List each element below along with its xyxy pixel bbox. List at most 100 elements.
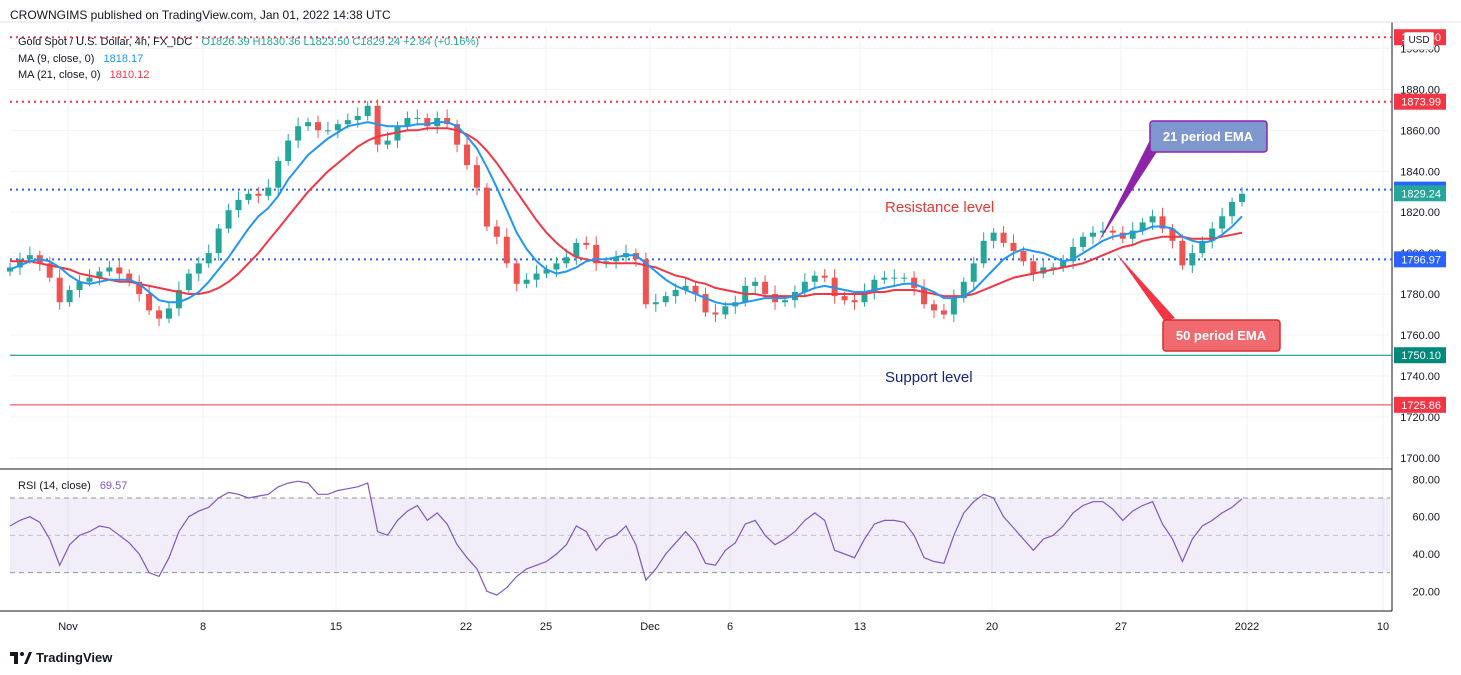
candle-body: [821, 275, 828, 278]
level-price-label: 1873.99: [1401, 97, 1441, 109]
rsi-label: RSI (14, close): [18, 480, 91, 492]
candle-body: [801, 281, 808, 292]
candle-body: [1169, 228, 1176, 241]
candle-body: [672, 289, 679, 297]
ema21-callout-text: 21 period EMA: [1163, 129, 1254, 144]
candle-body: [543, 269, 550, 274]
candle-body: [76, 281, 83, 290]
candle-body: [593, 244, 600, 264]
candle-body: [245, 193, 252, 200]
candle-body: [165, 308, 172, 319]
candle-body: [473, 165, 480, 188]
candle-body: [255, 193, 262, 196]
candle-body: [781, 300, 788, 303]
rsi-tick-label: 40.00: [1412, 549, 1440, 561]
candle-body: [305, 122, 312, 127]
level-price-label-bg: [1394, 347, 1446, 364]
candle-body: [1219, 216, 1226, 229]
candle-body: [722, 306, 729, 315]
currency-button[interactable]: USD: [1404, 32, 1434, 50]
candle-body: [235, 199, 242, 211]
candle-body: [613, 257, 620, 262]
price-tick-label: 1720.00: [1400, 412, 1440, 424]
x-tick-label: 2022: [1235, 621, 1259, 633]
candle-body: [980, 240, 987, 264]
candle-body: [871, 279, 878, 292]
ma21-line: [10, 127, 1243, 298]
candle-body: [106, 267, 113, 272]
candle-body: [1020, 251, 1027, 262]
ma9-label: MA (9, close, 0): [18, 53, 95, 65]
candle-body: [940, 310, 947, 315]
ma9-value: 1818.17: [103, 53, 144, 65]
candle-body: [136, 281, 143, 295]
candle-body: [454, 124, 461, 145]
candle-body: [354, 116, 361, 121]
candle-body: [752, 281, 759, 286]
candle-body: [533, 273, 540, 280]
candle-body: [205, 253, 212, 264]
candle-body: [950, 298, 957, 315]
candle-body: [911, 277, 918, 288]
candle-body: [553, 263, 560, 270]
x-tick-label: 6: [727, 621, 733, 633]
candle-body: [652, 302, 659, 305]
candle-body: [513, 263, 520, 284]
candle-body: [682, 285, 689, 290]
rsi-band: [10, 498, 1390, 573]
candle-body: [493, 226, 500, 237]
candle-body: [1139, 222, 1146, 231]
candle-body: [851, 300, 858, 303]
candle-body: [1000, 232, 1007, 243]
candle-body: [424, 118, 431, 127]
candle-body: [831, 277, 838, 297]
candle-body: [275, 161, 282, 188]
candle-body: [841, 296, 848, 301]
candle-body: [464, 144, 471, 166]
candle-body: [523, 279, 530, 284]
candle-body: [175, 289, 182, 309]
candle-body: [811, 275, 818, 282]
x-tick-label: Dec: [640, 621, 660, 633]
candle-body: [185, 273, 192, 290]
candle-body: [1060, 261, 1067, 268]
candle-body: [960, 281, 967, 299]
candle-body: [970, 263, 977, 282]
candle-body: [364, 105, 371, 116]
candle-body: [1209, 228, 1216, 241]
candle-body: [16, 259, 23, 268]
level-price-label-bg: [1394, 396, 1446, 413]
x-tick-label: Nov: [58, 621, 78, 633]
rsi-tick-label: 20.00: [1412, 586, 1440, 598]
candle-body: [86, 277, 93, 282]
ema50-callout-text: 50 period EMA: [1176, 328, 1267, 343]
x-tick-label: 8: [200, 621, 206, 633]
candle-body: [344, 120, 351, 125]
ma9-legend: MA (9, close, 0) 1818.17: [18, 53, 143, 65]
ema21-callout-pointer: [1098, 140, 1160, 243]
rsi-value: 69.57: [99, 480, 128, 492]
candle-body: [1010, 242, 1017, 252]
candle-body: [901, 277, 908, 279]
tradingview-logo[interactable]: TradingView: [10, 650, 112, 665]
price-tick-label: 1700.00: [1400, 453, 1440, 465]
candle-body: [96, 271, 103, 278]
ema50-callout-pointer: [1116, 253, 1175, 322]
candle-body: [46, 263, 53, 278]
candle-body: [146, 294, 153, 311]
candle-body: [384, 140, 391, 145]
candle-body: [1229, 201, 1236, 217]
candle-body: [195, 263, 202, 274]
level-price-label: 1725.86: [1401, 400, 1441, 412]
symbol-legend: Gold Spot / U.S. Dollar, 4h, FX_IDC O182…: [18, 36, 479, 48]
price-tick-label: 1780.00: [1400, 289, 1440, 301]
x-tick-label: 25: [540, 621, 552, 633]
candle-body: [1050, 267, 1057, 269]
last-price-label-bg: [1394, 185, 1446, 202]
ema50-callout-box: [1162, 319, 1281, 352]
level-price-label: 1796.97: [1401, 254, 1441, 266]
ma9-line: [9, 121, 1243, 306]
ma21-value: 1810.12: [109, 69, 150, 81]
level-price-label: 1750.10: [1401, 350, 1441, 362]
